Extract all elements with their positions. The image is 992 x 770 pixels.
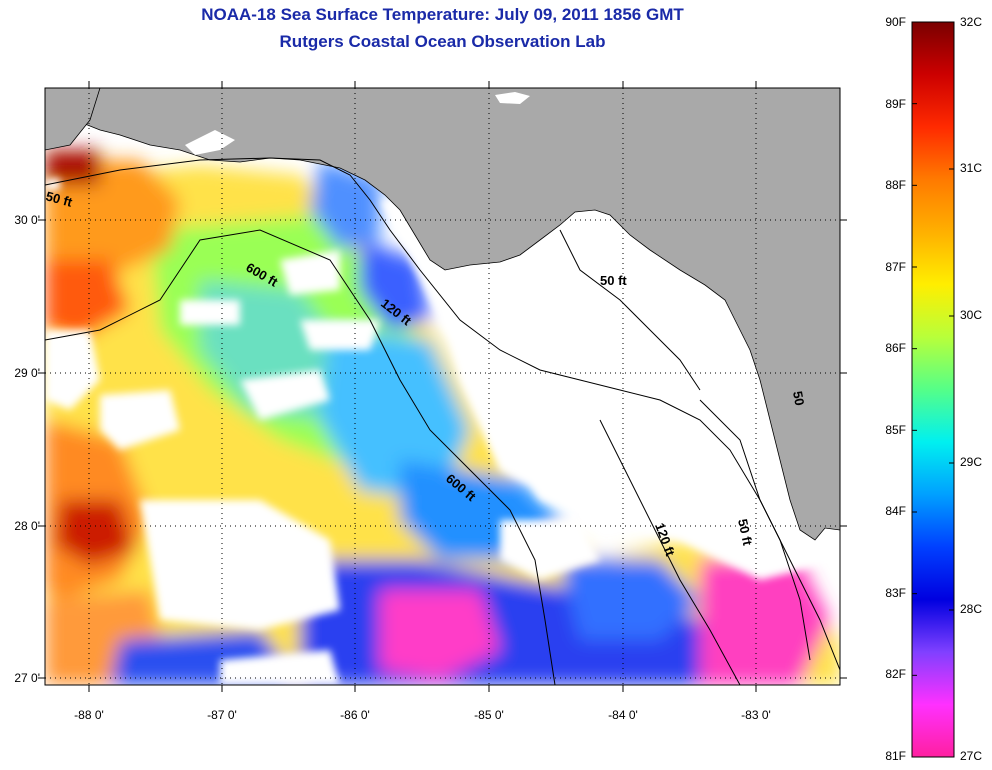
lon-tick-label: -84 0'	[608, 708, 638, 722]
celsius-label: 31C	[960, 161, 982, 175]
lon-tick-label: -88 0'	[74, 708, 104, 722]
fahrenheit-label: 90F	[885, 15, 906, 29]
contour-label: 50 ft	[735, 518, 755, 548]
fahrenheit-label: 87F	[885, 260, 906, 274]
celsius-label: 27C	[960, 749, 982, 763]
lon-tick-label: -87 0'	[207, 708, 237, 722]
lat-tick-label: 28 0'	[14, 519, 40, 533]
fahrenheit-label: 83F	[885, 586, 906, 600]
colorbar-fahrenheit-labels: 90F 89F 88F 87F 86F 85F 84F 83F 82F 81F	[885, 15, 906, 763]
celsius-label: 32C	[960, 15, 982, 29]
celsius-label: 28C	[960, 602, 982, 616]
fahrenheit-label: 82F	[885, 667, 906, 681]
fahrenheit-label: 89F	[885, 97, 906, 111]
map-area[interactable]: 50 ft 600 ft 120 ft 50 ft 600 ft 120 ft …	[44, 88, 840, 685]
contour-label: 50 ft	[600, 273, 627, 288]
celsius-label: 29C	[960, 455, 982, 469]
fahrenheit-label: 84F	[885, 504, 906, 518]
map-frame	[44, 87, 841, 686]
lon-tick-label: -86 0'	[340, 708, 370, 722]
colorbar-scale	[911, 21, 955, 758]
map-subtitle: Rutgers Coastal Ocean Observation Lab	[279, 32, 606, 51]
contour-label: 50 ft	[44, 188, 74, 210]
land	[45, 88, 840, 541]
lon-axis: -88 0' -87 0' -86 0' -85 0' -84 0' -83 0…	[74, 708, 771, 722]
map-title: NOAA-18 Sea Surface Temperature: July 09…	[201, 5, 684, 24]
celsius-label: 30C	[960, 308, 982, 322]
lat-axis: 30 0' 29 0' 28 0' 27 0'	[14, 213, 40, 685]
lon-tick-label: -85 0'	[474, 708, 504, 722]
fahrenheit-label: 81F	[885, 749, 906, 763]
axis-ticks	[38, 81, 847, 692]
bathymetry-contours	[45, 157, 840, 685]
contour-label: 50	[790, 390, 807, 407]
colorbar-celsius-labels: 32C 31C 30C 29C 28C 27C	[960, 15, 982, 763]
colorbar-ticks	[912, 21, 954, 758]
fahrenheit-label: 85F	[885, 423, 906, 437]
fahrenheit-label: 88F	[885, 178, 906, 192]
lon-tick-label: -83 0'	[741, 708, 771, 722]
lat-tick-label: 30 0'	[14, 213, 40, 227]
lat-tick-label: 27 0'	[14, 671, 40, 685]
fahrenheit-label: 86F	[885, 341, 906, 355]
lat-tick-label: 29 0'	[14, 366, 40, 380]
colorbar: 90F 89F 88F 87F 86F 85F 84F 83F 82F 81F …	[885, 15, 982, 763]
